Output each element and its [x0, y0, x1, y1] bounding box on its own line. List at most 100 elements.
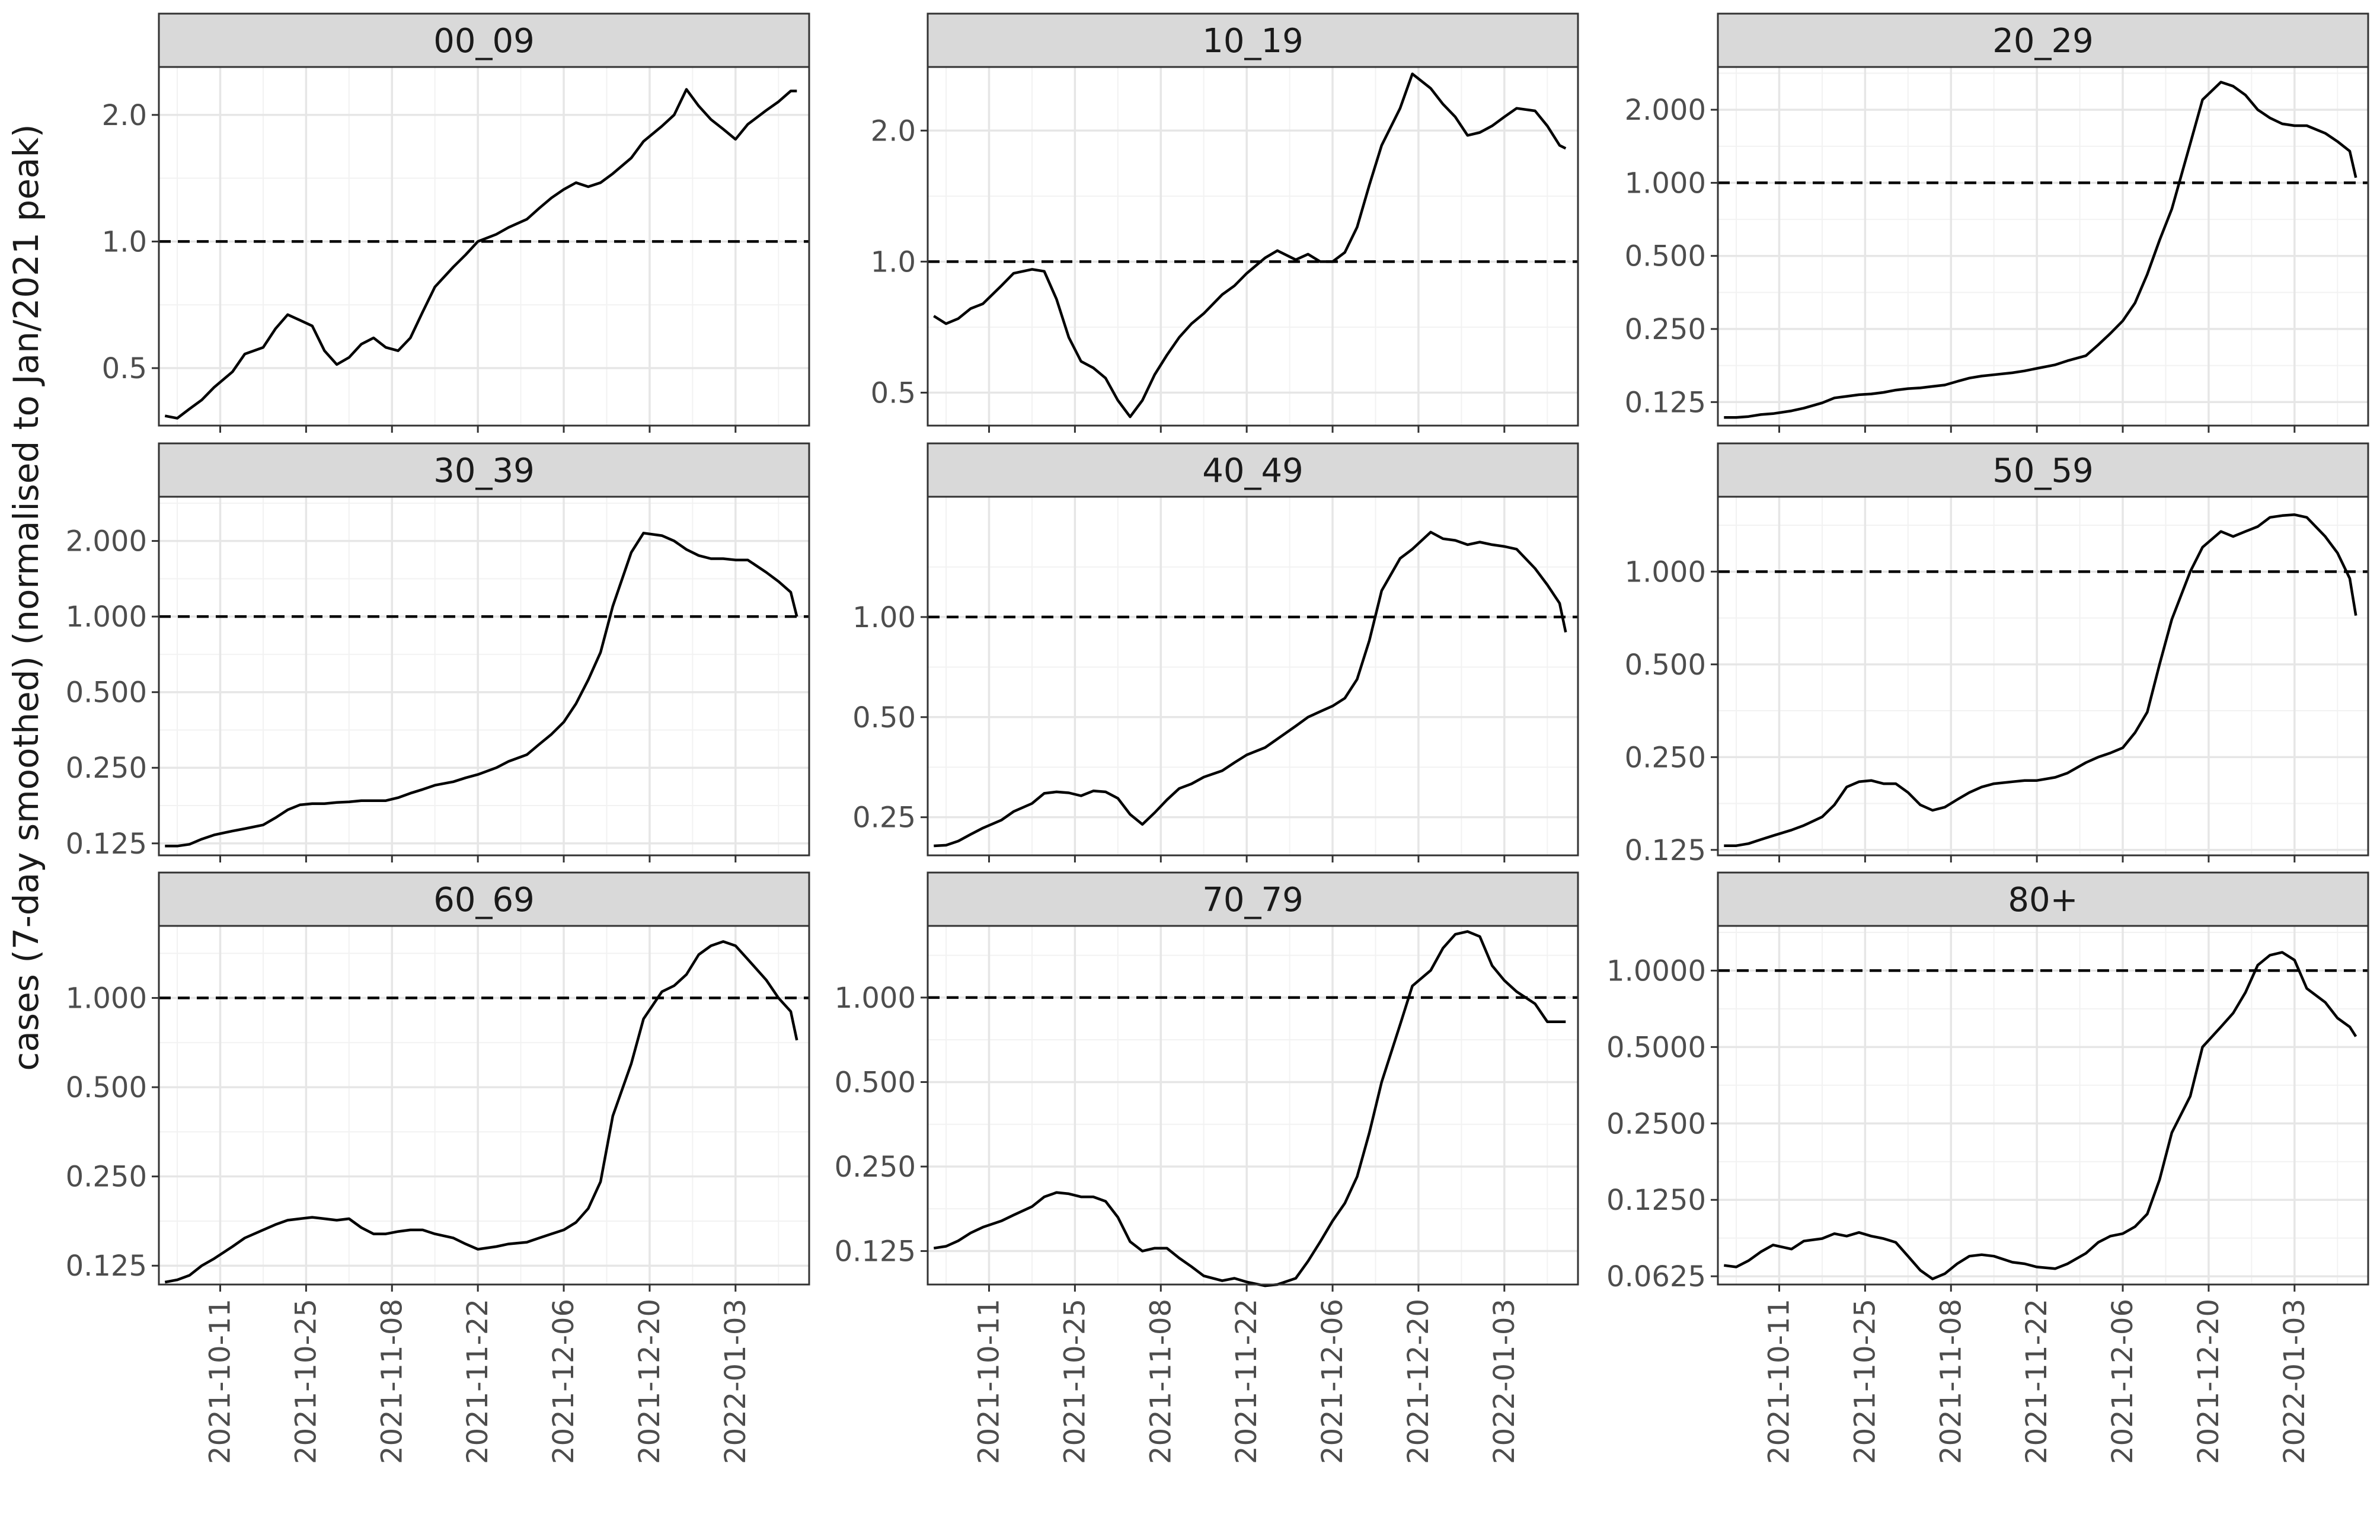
facet-strip	[1717, 12, 2369, 68]
y-tick-label: 0.5000	[1606, 1031, 1706, 1064]
y-tick-label: 0.250	[66, 1161, 147, 1194]
y-tick-label: 1.000	[1625, 555, 1706, 589]
series-line	[933, 72, 1567, 418]
x-tick-label: 2021-12-20	[1402, 1299, 1435, 1464]
facet-title: 40_49	[1202, 452, 1304, 490]
x-tick-label: 2021-12-06	[1316, 1299, 1349, 1464]
panel-border	[927, 925, 1579, 1286]
y-tick-label: 0.500	[66, 676, 147, 710]
y-tick-label: 0.500	[1625, 240, 1706, 273]
panel-background	[928, 926, 1578, 1285]
y-tick-label: 0.1250	[1606, 1184, 1706, 1217]
panel-background	[1718, 926, 2368, 1285]
y-tick-label: 0.5	[102, 352, 147, 385]
series-line	[933, 930, 1566, 1287]
y-tick-label: 0.2500	[1606, 1107, 1706, 1140]
facet-panel-00_09: 00_09 0.5 1.0 2.0	[102, 12, 810, 433]
x-tick-label: 2021-11-08	[1144, 1299, 1177, 1464]
facet-panel-80+: 80+ 0.0625 0.1250 0.2500 0.5000 1.0000 2021-10…	[1606, 871, 2369, 1464]
panel-background	[159, 926, 809, 1285]
y-tick-label: 1.00	[852, 601, 916, 634]
panel-background	[928, 497, 1578, 855]
y-tick-label: 1.0	[871, 245, 916, 279]
x-tick-label: 2021-12-20	[633, 1299, 666, 1464]
x-tick-label: 2021-12-06	[2106, 1299, 2139, 1464]
y-tick-label: 2.0	[102, 99, 147, 132]
panel-background	[159, 497, 809, 855]
panel-border	[158, 925, 810, 1286]
x-tick-label: 2021-10-25	[1848, 1299, 1881, 1464]
facet-panel-40_49: 40_49 0.25 0.50 1.00	[852, 442, 1579, 862]
panel-border	[927, 66, 1579, 427]
x-tick-label: 2021-10-11	[203, 1299, 237, 1464]
facet-panel-30_39: 30_39 0.125 0.250 0.500 1.000 2.000	[66, 442, 810, 862]
series-line	[934, 531, 1567, 848]
panel-background	[928, 67, 1578, 426]
facet-title: 80+	[2008, 881, 2078, 919]
facet-title: 00_09	[433, 22, 535, 60]
facet-panel-70_79: 70_79 0.125 0.250 0.500 1.000 2021-10-11 2021-…	[835, 871, 1579, 1464]
y-tick-label: 0.500	[835, 1066, 916, 1099]
facet-panel-60_69: 60_69 0.125 0.250 0.500 1.000 2021-10-11 2021-…	[66, 871, 810, 1464]
y-tick-label: 1.000	[1625, 167, 1706, 200]
panel-border	[158, 496, 810, 857]
x-tick-label: 2021-10-25	[1058, 1299, 1091, 1464]
x-tick-label: 2021-11-22	[2020, 1299, 2053, 1464]
panel-border	[1717, 925, 2369, 1286]
y-tick-label: 0.0625	[1606, 1260, 1706, 1293]
facet-strip	[927, 871, 1579, 927]
x-tick-label: 2021-10-11	[972, 1299, 1005, 1464]
facet-title: 60_69	[433, 881, 535, 919]
facet-title: 30_39	[433, 452, 535, 490]
y-tick-label: 0.125	[1625, 834, 1706, 867]
y-tick-label: 1.0	[102, 225, 147, 258]
x-tick-label: 2021-11-08	[375, 1299, 408, 1464]
y-axis-label: cases (7-day smoothed) (normalised to Ja…	[6, 124, 46, 1071]
y-tick-label: 0.250	[66, 752, 147, 785]
series-line	[1724, 81, 2357, 419]
facet-panel-20_29: 20_29 0.125 0.250 0.500 1.000 2.000	[1625, 12, 2369, 433]
x-tick-label: 2021-11-22	[1230, 1299, 1263, 1464]
x-tick-label: 2021-11-08	[1934, 1299, 1967, 1464]
facet-title: 20_29	[1992, 22, 2094, 60]
series-line	[164, 940, 798, 1284]
series-line	[1724, 513, 2357, 847]
x-tick-label: 2022-01-03	[719, 1299, 752, 1464]
y-tick-label: 0.250	[1625, 741, 1706, 774]
y-tick-label: 2.000	[1625, 94, 1706, 127]
facet-title: 10_19	[1202, 22, 1304, 60]
y-tick-label: 0.125	[1625, 386, 1706, 419]
y-tick-label: 0.250	[1625, 313, 1706, 346]
facet-panels: 00_09 0.5 1.0 2.0 10_19 0.5 1.0 2.0 20_29 0.125 0.…	[66, 12, 2369, 1464]
y-tick-label: 0.25	[852, 801, 916, 835]
y-tick-label: 1.000	[835, 982, 916, 1015]
x-tick-label: 2021-12-06	[547, 1299, 580, 1464]
facet-title: 50_59	[1992, 452, 2094, 490]
y-tick-label: 0.50	[852, 701, 916, 734]
facet-strip	[927, 442, 1579, 498]
y-tick-label: 2.000	[66, 525, 147, 558]
panel-background	[159, 67, 809, 426]
facet-strip	[1717, 442, 2369, 498]
y-tick-label: 0.125	[66, 827, 147, 861]
y-tick-label: 0.250	[835, 1151, 916, 1184]
series-line	[1724, 951, 2357, 1280]
y-tick-label: 0.500	[66, 1071, 147, 1104]
panel-border	[158, 66, 810, 427]
facet-panel-50_59: 50_59 0.125 0.250 0.500 1.000	[1625, 442, 2369, 867]
x-tick-label: 2021-10-11	[1762, 1299, 1796, 1464]
facet-strip	[927, 12, 1579, 68]
series-line	[164, 88, 797, 420]
panel-background	[1718, 497, 2368, 855]
y-tick-label: 0.500	[1625, 648, 1706, 682]
x-tick-label: 2022-01-03	[1488, 1299, 1521, 1464]
panel-background	[1718, 67, 2368, 426]
y-tick-label: 0.125	[66, 1250, 147, 1283]
facet-panel-10_19: 10_19 0.5 1.0 2.0	[871, 12, 1579, 433]
y-tick-label: 1.0000	[1606, 954, 1706, 988]
x-tick-label: 2022-01-03	[2278, 1299, 2311, 1464]
y-tick-label: 0.5	[871, 376, 916, 410]
facet-title: 70_79	[1202, 881, 1304, 919]
facet-strip	[158, 12, 810, 68]
